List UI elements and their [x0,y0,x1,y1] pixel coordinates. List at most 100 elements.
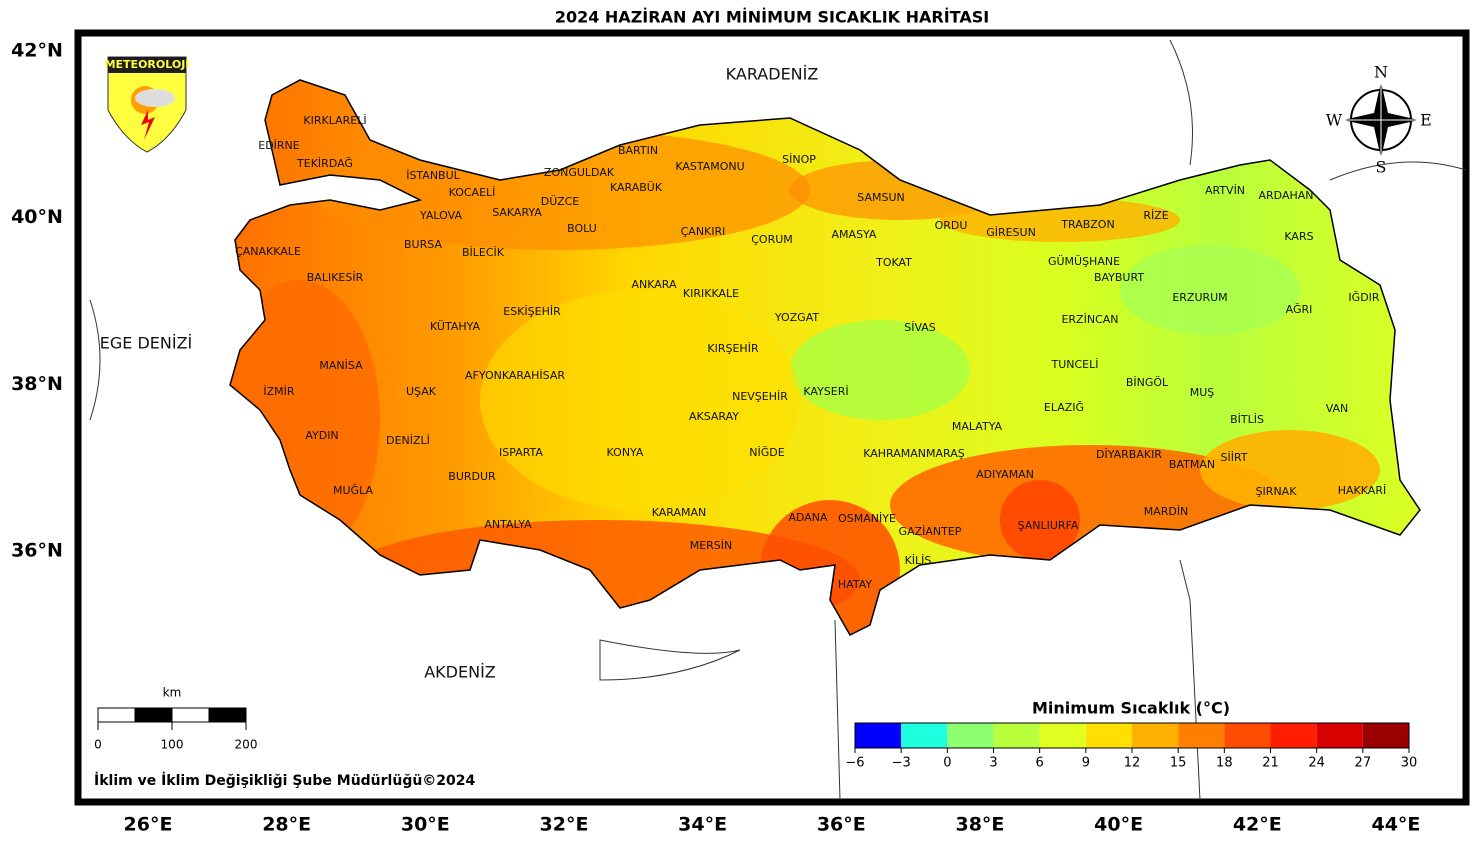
colorbar-tick-label: 18 [1216,756,1233,771]
province-label: KİLİS [905,554,932,567]
province-label: MUŞ [1190,386,1215,399]
lon-label: 34°E [678,814,727,836]
province-label: AFYONKARAHİSAR [465,369,565,382]
province-label: KAHRAMANMARAŞ [863,447,965,460]
logo-text: METEOROLOJİ [105,57,190,71]
lon-label: 30°E [401,814,450,836]
province-label: KASTAMONU [675,160,744,173]
colorbar-tick-label: 30 [1401,756,1418,771]
province-label: KIRŞEHİR [707,342,759,355]
colorbar-bin [901,723,948,748]
colorbar-tick-label: 24 [1308,756,1325,771]
province-label: ŞANLIURFA [1018,519,1079,532]
lon-label: 28°E [262,814,311,836]
province-label: ESKİŞEHİR [503,305,561,318]
lat-label: 42°N [11,40,63,62]
scale-tick-label: 100 [161,738,184,752]
province-label: BURDUR [448,470,496,483]
province-label: BARTIN [618,144,658,157]
province-label: BAYBURT [1094,271,1144,284]
colorbar-title: Minimum Sıcaklık (°C) [1032,699,1230,718]
colorbar-bin [855,723,902,748]
province-label: BOLU [567,222,597,235]
colorbar-tick-label: 6 [1036,756,1044,771]
colorbar-bin [1316,723,1363,748]
lat-label: 40°N [11,206,63,228]
province-label: TEKİRDAĞ [296,157,353,170]
province-label: ORDU [935,219,968,232]
province-label: EDİRNE [258,139,300,152]
province-label: ÇANAKKALE [235,245,301,258]
logo: METEOROLOJİ [105,56,190,153]
province-label: YALOVA [419,209,462,222]
colorbar-bin [947,723,994,748]
province-label: KARAMAN [652,506,707,519]
colorbar-bin [1085,723,1132,748]
province-label: KIRKLARELİ [303,114,366,127]
province-label: DİYARBAKIR [1096,448,1162,461]
colorbar-bin [1039,723,1086,748]
province-label: İSTANBUL [406,169,460,182]
province-label: BİLECİK [462,246,505,259]
province-label: SİİRT [1220,451,1247,464]
sea-label: EGE DENİZİ [100,334,193,353]
province-label: KÜTAHYA [430,320,480,333]
province-label: KARS [1284,230,1313,243]
province-label: DENİZLİ [386,434,430,447]
province-label: ADIYAMAN [976,468,1034,481]
province-label: OSMANİYE [838,512,896,525]
scale-unit: km [163,686,182,700]
province-label: ZONGULDAK [544,166,615,179]
colorbar-tick-label: −6 [845,756,864,771]
scale-bar-segment [171,707,210,723]
province-label: İZMİR [263,385,295,398]
province-label: HAKKARİ [1338,484,1386,497]
lon-label: 38°E [955,814,1004,836]
compass-s: S [1376,158,1387,177]
colorbar-tick-label: 12 [1124,756,1141,771]
colorbar-tick-label: 3 [989,756,997,771]
province-label: MANİSA [319,359,363,372]
province-label: MUĞLA [333,484,373,497]
colorbar-tick-label: 27 [1355,756,1372,771]
province-label: VAN [1326,402,1349,415]
lon-label: 26°E [124,814,173,836]
province-label: KONYA [607,446,644,459]
compass-w: W [1326,111,1343,130]
lon-label: 36°E [817,814,866,836]
province-label: BİNGÖL [1126,376,1169,389]
province-label: NEVŞEHİR [732,390,788,403]
province-label: SİVAS [904,321,936,334]
province-label: DÜZCE [541,195,580,208]
province-label: SAMSUN [857,191,904,204]
province-label: MALATYA [952,420,1003,433]
province-label: MERSİN [690,539,733,552]
province-label: AKSARAY [689,410,739,423]
colorbar-tick-label: 0 [943,756,951,771]
province-label: BALIKESİR [307,271,364,284]
scale-bar-segment [208,707,247,723]
province-label: ERZİNCAN [1061,313,1118,326]
scale-tick-label: 0 [94,738,102,752]
lon-label: 40°E [1094,814,1143,836]
province-label: KOCAELİ [449,186,496,199]
province-label: MARDİN [1144,505,1189,518]
province-label: BİTLİS [1230,413,1264,426]
colorbar-bin [993,723,1040,748]
province-label: ERZURUM [1172,291,1227,304]
province-label: AYDIN [305,429,338,442]
province-label: IĞDIR [1348,291,1379,304]
scale-bar-segment [134,707,173,723]
province-label: ANTALYA [484,518,532,531]
province-label: SAKARYA [492,206,542,219]
province-label: GÜMÜŞHANE [1048,255,1120,268]
province-label: AĞRI [1286,303,1313,316]
sea-label: KARADENİZ [726,65,819,84]
colorbar-tick-label: 15 [1170,756,1187,771]
scale-tick-label: 200 [235,738,258,752]
province-label: TUNCELİ [1050,358,1098,371]
scale-bar-segment [97,707,136,723]
province-label: RİZE [1143,209,1168,222]
province-label: TRABZON [1060,218,1114,231]
province-label: UŞAK [406,385,437,398]
